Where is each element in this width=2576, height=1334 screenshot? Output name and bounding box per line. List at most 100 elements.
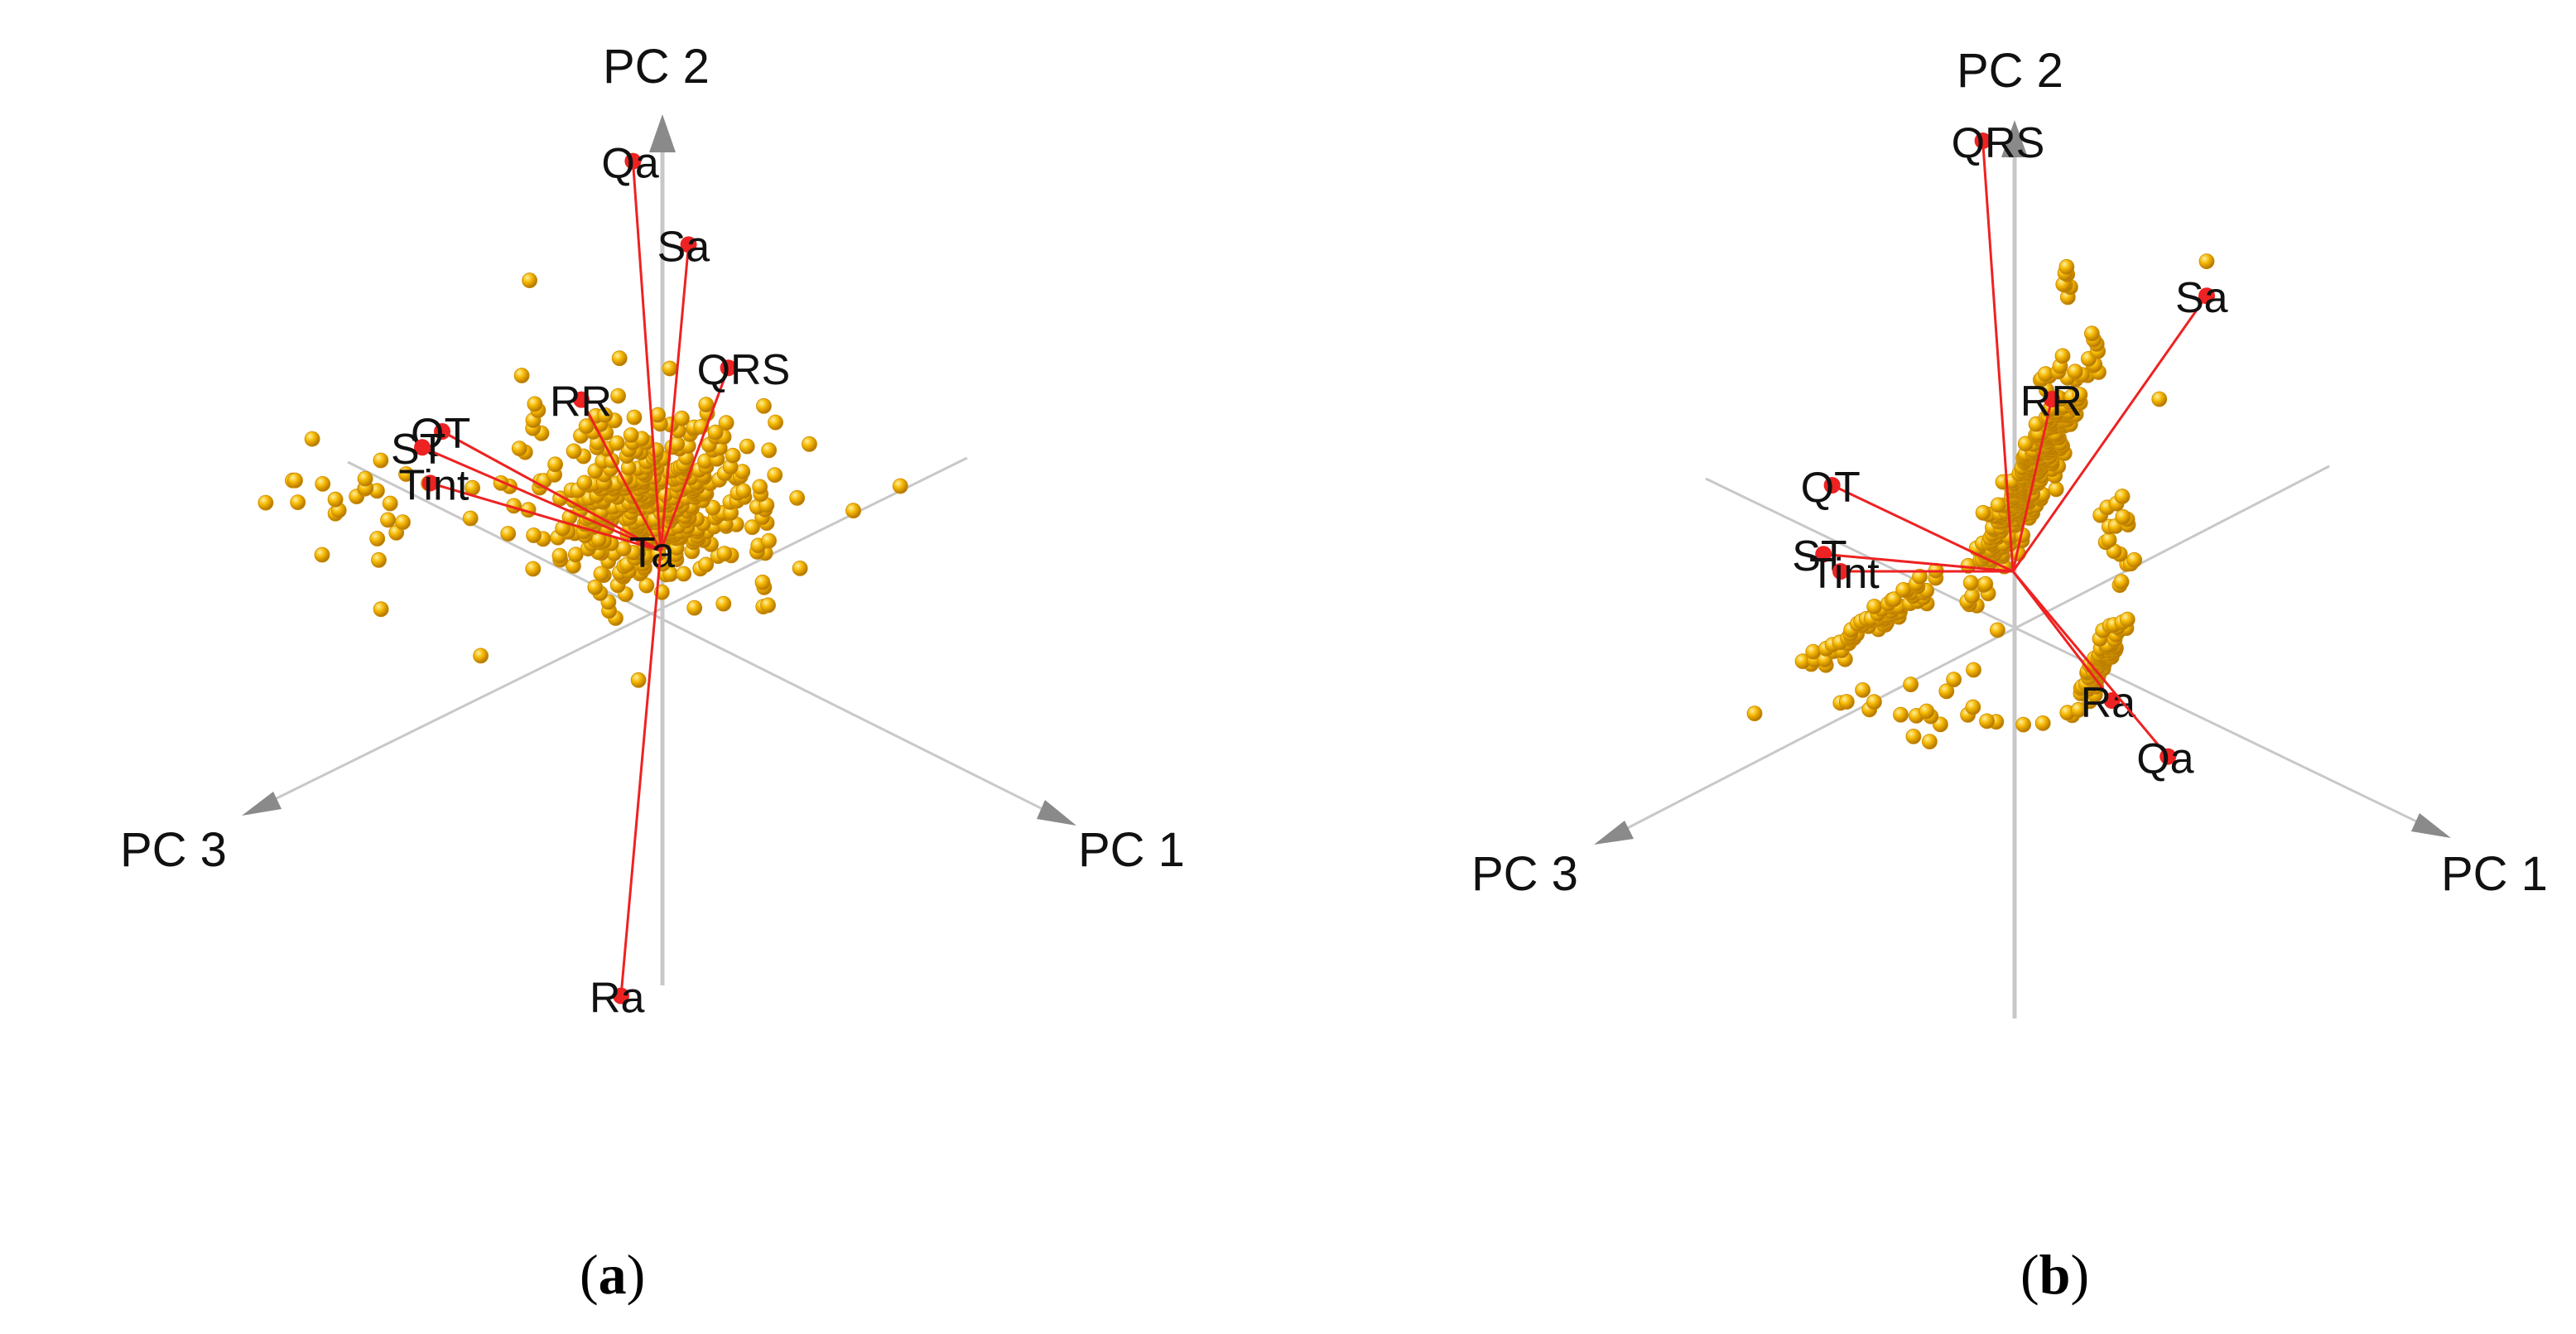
data-point — [2015, 716, 2031, 733]
pc1-axis-b — [1705, 477, 2431, 830]
data-point — [380, 512, 397, 528]
data-point — [357, 470, 373, 487]
loading-tip — [1974, 132, 1991, 149]
data-point — [716, 546, 733, 561]
data-point — [1938, 683, 1955, 700]
data-point — [760, 597, 776, 614]
data-point — [676, 566, 692, 582]
loading-tip — [421, 474, 439, 492]
data-point — [2084, 325, 2100, 342]
data-point — [1903, 677, 1919, 692]
pc1-label-b: PC 1 — [2441, 847, 2548, 901]
pc2-label-b: PC 2 — [1957, 44, 2063, 98]
data-point — [744, 519, 760, 536]
loading-tip — [613, 987, 629, 1004]
loading-vector — [441, 430, 662, 552]
data-point — [2113, 574, 2130, 590]
axis-labels-a: PC 2 PC 1 PC 3 — [120, 40, 1185, 877]
loading-vector — [1831, 484, 2014, 573]
data-point — [2126, 551, 2143, 568]
loading-tip — [720, 359, 737, 377]
data-point — [2070, 701, 2087, 718]
data-point — [2017, 436, 2034, 452]
data-point — [756, 397, 772, 414]
loading-tip — [680, 236, 697, 253]
loading-tip — [1823, 477, 1841, 494]
pc1-arrow-a — [1037, 800, 1076, 826]
data-point — [513, 368, 530, 383]
data-point — [522, 272, 537, 289]
pc3-label-a: PC 3 — [120, 823, 227, 877]
loading-vector — [659, 244, 691, 551]
loading-label: Ra — [2081, 679, 2136, 727]
data-point — [650, 407, 666, 423]
data-point — [1977, 575, 1994, 592]
data-point — [369, 531, 386, 547]
data-point — [2058, 258, 2075, 275]
data-point — [547, 456, 563, 473]
data-point — [761, 442, 778, 459]
pc2-arrow-a — [649, 114, 676, 152]
data-point — [611, 350, 628, 367]
data-point — [304, 431, 320, 447]
loading-label: Qa — [601, 140, 658, 188]
loading-label: Ta — [629, 529, 675, 577]
loading-label: ST — [391, 426, 445, 474]
data-point — [597, 407, 614, 423]
loading-vector — [2011, 571, 2169, 758]
data-point — [1946, 672, 1962, 687]
loading-vector — [659, 367, 730, 551]
data-point — [610, 388, 626, 404]
data-point — [1964, 588, 1981, 604]
data-point — [1990, 497, 2006, 513]
data-point — [1866, 694, 1882, 710]
loading-label: QRS — [1952, 119, 2045, 167]
loading-label: QT — [1801, 464, 1861, 512]
data-point — [1805, 643, 1822, 660]
data-point — [395, 514, 411, 530]
loading-tip — [434, 423, 450, 440]
data-point — [1746, 706, 1763, 721]
loading-label: RR — [2020, 378, 2082, 426]
pc3-arrow-a — [242, 792, 282, 816]
data-point — [2034, 715, 2051, 731]
pc3-axis-b — [1614, 465, 2330, 836]
data-point — [715, 595, 732, 612]
panel-a-caption: (a) — [580, 1243, 646, 1306]
data-point — [1838, 694, 1855, 710]
data-point — [287, 472, 303, 489]
data-point — [638, 577, 655, 594]
loading-label: Qa — [2136, 735, 2193, 783]
panel-b-caption: (b) — [2020, 1243, 2090, 1306]
axis-labels-b: PC 2 PC 1 PC 3 — [1471, 44, 2548, 901]
data-point — [630, 672, 647, 688]
data-point — [373, 601, 389, 618]
data-point — [768, 414, 783, 431]
data-point — [698, 397, 715, 413]
data-point — [526, 527, 542, 543]
data-point — [290, 494, 306, 510]
data-point — [382, 495, 398, 512]
data-point — [707, 424, 724, 441]
loading-vector — [1823, 552, 2014, 573]
loading-vector — [619, 550, 662, 996]
panel-b-caption-letter: b — [2039, 1243, 2071, 1306]
loading-label: Tint — [1809, 550, 1880, 598]
data-point — [473, 648, 489, 664]
data-point — [551, 547, 568, 564]
data-point — [2115, 508, 2131, 525]
data-point — [2048, 481, 2064, 498]
data-point — [567, 547, 584, 563]
data-point — [718, 415, 734, 431]
axes-b — [1594, 120, 2451, 1019]
pc3-label-b: PC 3 — [1471, 847, 1578, 901]
loading-tip — [2043, 391, 2060, 407]
data-point — [327, 491, 344, 508]
loading-tip — [1815, 546, 1832, 563]
loading-vector — [580, 398, 662, 551]
data-point — [662, 360, 678, 377]
loading-vector — [631, 161, 662, 551]
loading-vector — [421, 445, 662, 552]
